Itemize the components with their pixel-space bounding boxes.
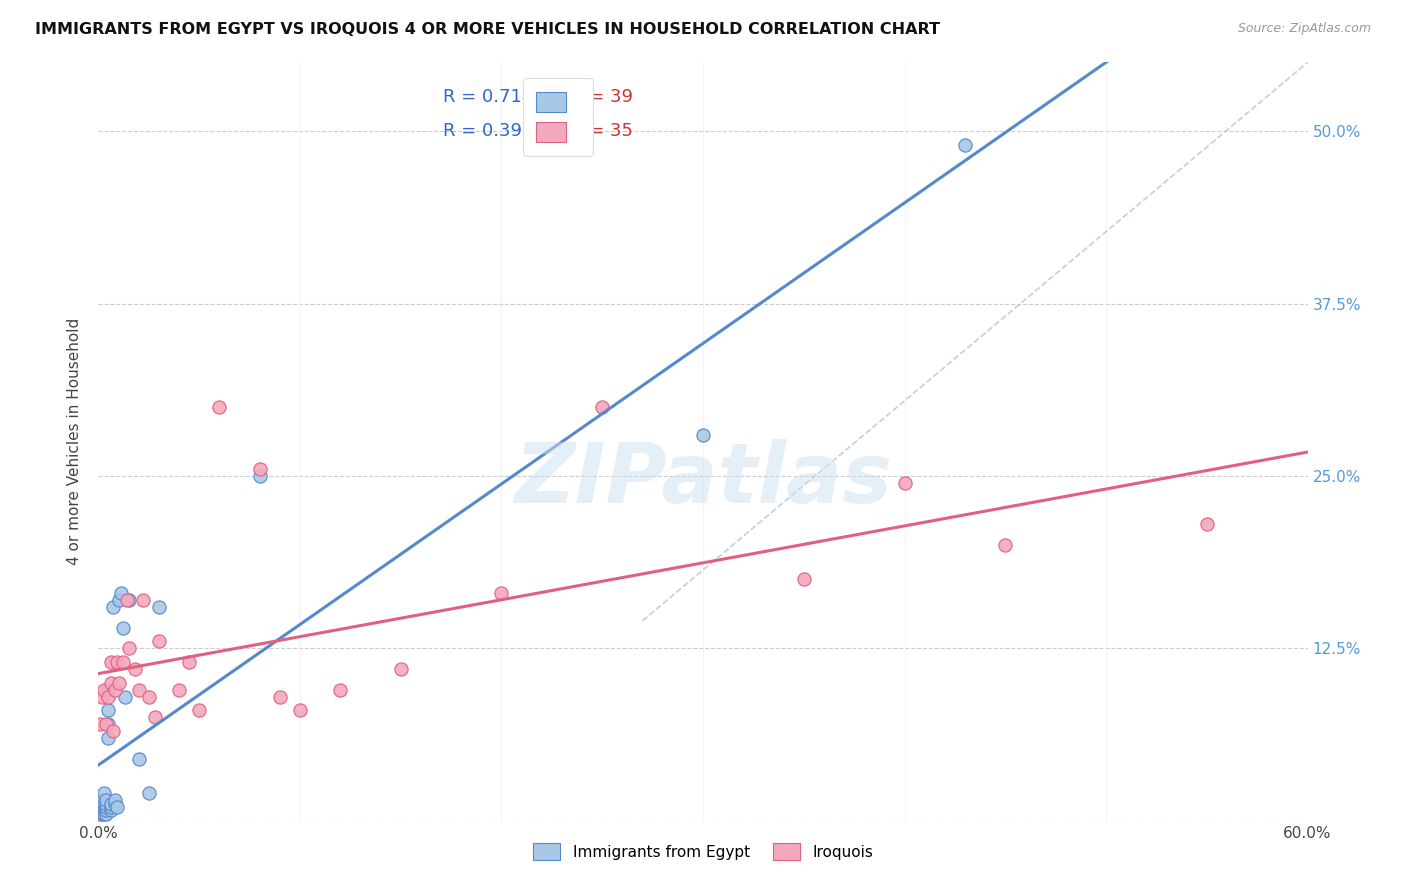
Point [148, 599, 170, 614]
Point [115, 593, 138, 607]
Text: N = 39: N = 39 [569, 87, 633, 105]
Point [389, 662, 412, 676]
Point [96, 717, 118, 731]
Point [103, 797, 125, 811]
Point [107, 675, 129, 690]
Point [101, 724, 124, 739]
Text: N = 35: N = 35 [569, 121, 633, 140]
Point [188, 703, 211, 717]
Point [93, 797, 115, 811]
Point [132, 593, 155, 607]
Point [179, 655, 201, 669]
Point [249, 462, 271, 476]
Point [288, 703, 311, 717]
Point [107, 593, 129, 607]
Point [91, 690, 114, 704]
Point [103, 682, 125, 697]
Point [103, 793, 125, 807]
Point [89, 806, 111, 821]
Point [692, 427, 714, 442]
Point [208, 400, 231, 414]
Point [105, 800, 128, 814]
Point [91, 800, 114, 814]
Text: R = 0.392: R = 0.392 [443, 121, 533, 140]
Point [128, 682, 150, 697]
Point [118, 641, 141, 656]
Point [100, 675, 122, 690]
Point [96, 797, 118, 811]
Point [100, 655, 122, 669]
Point [124, 662, 146, 676]
Text: ZIPatlas: ZIPatlas [515, 439, 891, 520]
Point [97, 731, 120, 745]
Point [793, 573, 815, 587]
Text: R = 0.714: R = 0.714 [443, 87, 533, 105]
Point [138, 690, 160, 704]
Point [100, 797, 122, 811]
Point [329, 682, 352, 697]
Point [105, 655, 128, 669]
Point [953, 138, 976, 153]
Point [96, 803, 118, 817]
Point [148, 634, 170, 648]
Point [994, 538, 1017, 552]
Point [89, 800, 111, 814]
Point [893, 475, 915, 490]
Point [91, 803, 114, 817]
Point [97, 703, 120, 717]
Point [93, 800, 115, 814]
Point [111, 621, 134, 635]
Legend: Immigrants from Egypt, Iroquois: Immigrants from Egypt, Iroquois [527, 838, 879, 866]
Point [100, 803, 122, 817]
Point [93, 803, 115, 817]
Point [93, 806, 115, 821]
Point [89, 717, 111, 731]
Point [96, 800, 118, 814]
Point [101, 599, 124, 614]
Text: IMMIGRANTS FROM EGYPT VS IROQUOIS 4 OR MORE VEHICLES IN HOUSEHOLD CORRELATION CH: IMMIGRANTS FROM EGYPT VS IROQUOIS 4 OR M… [35, 22, 941, 37]
Point [114, 690, 136, 704]
Point [111, 655, 134, 669]
Point [97, 717, 120, 731]
Point [167, 682, 190, 697]
Point [143, 710, 166, 724]
Point [138, 786, 160, 800]
Point [100, 800, 122, 814]
Y-axis label: 4 or more Vehicles in Household: 4 or more Vehicles in Household [67, 318, 83, 566]
Point [249, 469, 271, 483]
Point [93, 682, 115, 697]
Point [97, 682, 120, 697]
Point [118, 593, 141, 607]
Point [96, 793, 118, 807]
Point [1195, 517, 1218, 532]
Point [96, 806, 118, 821]
Point [128, 751, 150, 765]
Point [93, 786, 115, 800]
Point [91, 793, 114, 807]
Point [591, 400, 613, 414]
Point [269, 690, 291, 704]
Point [491, 586, 513, 600]
Point [110, 586, 132, 600]
Point [91, 806, 114, 821]
Point [97, 690, 120, 704]
Point [89, 793, 111, 807]
Text: Source: ZipAtlas.com: Source: ZipAtlas.com [1237, 22, 1371, 36]
